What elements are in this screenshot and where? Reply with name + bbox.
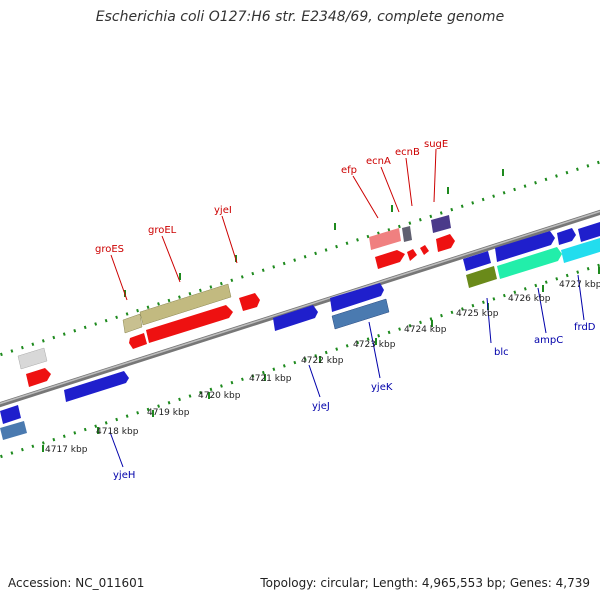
gene-feature-ecnA[interactable]: [402, 226, 412, 242]
kbp-labels: 4717 kbp 4718 kbp 4719 kbp 4720 kbp 4721…: [45, 280, 600, 455]
gene-feature-yjeK-blue[interactable]: [330, 283, 384, 312]
upper-tick-track: [0, 160, 600, 357]
lower-tick-track: [0, 263, 600, 459]
bottom-gene-labels: yjeH yjeJ yjeK blc ampC frdD: [113, 322, 596, 481]
gene-feature-right-blue[interactable]: [578, 222, 600, 242]
kbp-label-4718: 4718 kbp: [96, 427, 139, 437]
gene-feature-yjeK[interactable]: [331, 298, 390, 330]
gene-label-groES[interactable]: groES: [95, 244, 124, 255]
gene-feature-sugE-red-2[interactable]: [436, 234, 455, 252]
genome-title: Escherichia coli O127:H6 str. E2348/69, …: [95, 9, 505, 25]
gene-label-ecnB[interactable]: ecnB: [395, 147, 420, 158]
kbp-label-4722: 4722 kbp: [301, 356, 344, 366]
gene-feature-left-steel[interactable]: [0, 421, 27, 440]
genome-summary-text: Topology: circular; Length: 4,965,553 bp…: [260, 576, 590, 590]
gene-label-blc[interactable]: blc: [494, 347, 509, 358]
accession-text: Accession: NC_011601: [8, 576, 145, 590]
upper-features[interactable]: [17, 215, 455, 387]
gene-feature-ecnB-red[interactable]: [407, 249, 417, 261]
gene-label-yjeK[interactable]: yjeK: [371, 382, 393, 393]
kbp-label-4723: 4723 kbp: [353, 340, 396, 350]
gene-feature-yjeJ[interactable]: [273, 305, 318, 331]
gene-label-sugE[interactable]: sugE: [424, 139, 448, 150]
kbp-label-4725: 4725 kbp: [456, 309, 499, 319]
gene-label-yjeJ[interactable]: yjeJ: [312, 401, 330, 412]
gene-feature-efp[interactable]: [369, 228, 401, 250]
kbp-label-4721: 4721 kbp: [249, 374, 292, 384]
kbp-label-4719: 4719 kbp: [147, 408, 190, 418]
gene-feature-yjeI[interactable]: [239, 293, 260, 311]
gene-label-ecnA[interactable]: ecnA: [366, 156, 391, 167]
gene-feature-groEL[interactable]: [139, 283, 232, 326]
gene-feature-left-blue[interactable]: [0, 405, 21, 424]
gene-label-ampC[interactable]: ampC: [534, 335, 563, 346]
gene-feature-ampC-blue[interactable]: [495, 231, 555, 262]
gene-label-groEL[interactable]: groEL: [148, 225, 177, 236]
kbp-label-4724: 4724 kbp: [404, 325, 447, 335]
gene-feature-groES[interactable]: [122, 313, 143, 334]
gene-feature-left-grey[interactable]: [17, 347, 48, 370]
gene-label-efp[interactable]: efp: [341, 165, 357, 176]
gene-label-frdD[interactable]: frdD: [574, 322, 596, 333]
gene-feature-groES-red[interactable]: [129, 333, 147, 349]
gene-feature-ampC[interactable]: [497, 247, 562, 279]
bottom-label-leaders: [109, 274, 585, 468]
kbp-label-4726: 4726 kbp: [508, 294, 551, 304]
gene-feature-frdD-blue[interactable]: [557, 228, 576, 245]
gene-feature-sugE[interactable]: [431, 215, 451, 233]
top-gene-labels: groES groEL yjeI efp ecnA ecnB sugE: [95, 139, 448, 255]
kbp-label-4720: 4720 kbp: [198, 391, 241, 401]
top-label-leaders: [110, 148, 437, 301]
gene-feature-left-red[interactable]: [26, 368, 51, 387]
gene-feature-sugE-red-1[interactable]: [420, 245, 429, 255]
gene-label-yjeH[interactable]: yjeH: [113, 470, 135, 481]
gene-feature-blc[interactable]: [466, 266, 497, 288]
gene-feature-efp-red[interactable]: [375, 250, 405, 269]
upper-major-ticks: [124, 169, 504, 297]
gene-feature-frdD[interactable]: [561, 238, 600, 263]
gene-feature-blc-blue[interactable]: [463, 251, 491, 271]
lower-features[interactable]: [0, 222, 600, 440]
genome-backbone: [0, 209, 600, 408]
gene-feature-yjeH[interactable]: [64, 371, 129, 402]
gene-label-yjeI[interactable]: yjeI: [214, 205, 232, 216]
kbp-label-4717: 4717 kbp: [45, 445, 88, 455]
kbp-label-4727: 4727 kbp: [559, 280, 600, 290]
gene-feature-groEL-red[interactable]: [146, 305, 233, 343]
